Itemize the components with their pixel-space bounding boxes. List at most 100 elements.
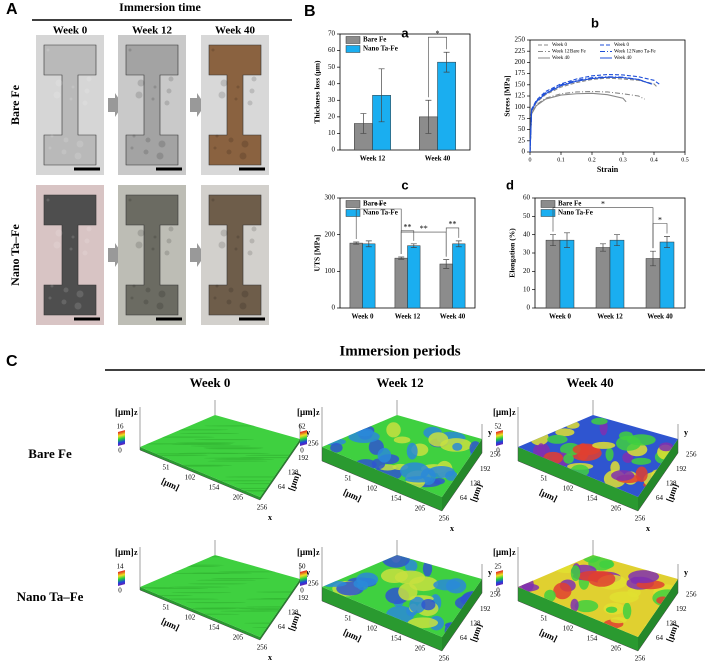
texture (381, 555, 410, 568)
legend-label: Week 40 (614, 56, 632, 61)
column-label: Week 12 (132, 25, 173, 37)
texture (76, 140, 84, 148)
column-label: Week 12 (376, 375, 423, 390)
y-tick-label: 20 (328, 112, 336, 120)
texture (565, 421, 580, 429)
x-axis-title: Strain (597, 165, 619, 174)
x-tick-label: 51 (541, 475, 549, 483)
texture (495, 606, 506, 618)
y-tick-label: 128 (666, 620, 677, 628)
colorbar (118, 570, 125, 586)
texture (168, 429, 229, 431)
texture (53, 241, 61, 249)
texture (46, 48, 50, 52)
y-tick-label: 25 (518, 136, 526, 144)
texture (260, 597, 300, 600)
y-tick-label: 128 (470, 620, 481, 628)
x-tick-label: 205 (611, 645, 622, 653)
texture (168, 76, 174, 82)
texture (135, 241, 143, 249)
texture (145, 137, 151, 143)
texture (55, 79, 63, 87)
plot-frame (339, 33, 471, 151)
annotation: * (601, 199, 605, 208)
texture (76, 290, 84, 298)
texture (164, 564, 225, 566)
surface-texture (140, 425, 300, 492)
x-tick-label: Week 12 (597, 313, 623, 321)
x-tick-label: 0.1 (557, 157, 565, 163)
texture (245, 454, 300, 456)
line (529, 76, 655, 153)
texture (53, 91, 61, 99)
texture (592, 441, 616, 449)
texture (151, 97, 155, 101)
axis-unit: [μm] (538, 627, 559, 644)
texture (48, 146, 52, 150)
texture (236, 235, 240, 239)
legend-label: Week 0 (614, 43, 630, 48)
y-tick-label: 250 (515, 36, 526, 44)
texture (213, 146, 217, 150)
texture (132, 134, 136, 138)
texture (46, 198, 50, 202)
texture (588, 571, 616, 587)
texture (236, 85, 240, 89)
surface-side (322, 447, 442, 511)
texture (130, 146, 134, 150)
x-tick-label: 205 (233, 634, 244, 642)
bar (407, 245, 421, 309)
z-tick-label: 0 (300, 587, 304, 595)
axis-name: y (306, 428, 310, 437)
error-bar (443, 259, 450, 269)
legend-label: Week 40 (552, 56, 570, 61)
texture (544, 589, 556, 602)
axis-name: x (450, 664, 454, 667)
texture (241, 140, 249, 148)
texture (207, 460, 268, 462)
texture (69, 97, 73, 101)
legend-swatch (345, 200, 361, 208)
texture (536, 443, 546, 459)
texture (215, 134, 219, 138)
y-tick-label: 256 (490, 451, 501, 459)
texture (71, 85, 75, 89)
texture (166, 238, 172, 244)
y-tick-label: 50 (328, 63, 336, 71)
y-tick-label: 192 (480, 605, 491, 613)
arrow (190, 243, 205, 267)
annotation: * (658, 215, 662, 224)
annotation: ** (449, 220, 457, 229)
y-tick-label: 0 (332, 304, 336, 312)
texture (63, 287, 69, 293)
texture (422, 561, 433, 577)
texture (128, 198, 132, 202)
texture (196, 579, 257, 581)
texture (356, 580, 369, 591)
annotation: ** (375, 201, 383, 210)
texture (221, 487, 282, 490)
texture (226, 299, 232, 305)
row-label: Bare Fe (8, 84, 22, 125)
surface-side (518, 447, 638, 511)
texture (166, 88, 172, 94)
axis-unit: [μm] (160, 476, 181, 493)
significance-bracket (428, 36, 447, 98)
y-tick-label: 128 (288, 469, 299, 477)
y-tick-label: 60 (328, 46, 336, 54)
y-tick-label: 0 (332, 146, 336, 154)
texture (547, 434, 568, 444)
axis-unit: [μm] (115, 407, 134, 417)
texture (239, 152, 247, 160)
y-tick-label: 100 (325, 267, 336, 275)
texture (82, 100, 88, 106)
y-tick-label: 64 (656, 494, 664, 502)
texture (179, 432, 240, 434)
texture (330, 442, 343, 453)
surface-side (638, 579, 678, 651)
texture (220, 79, 228, 87)
texture (147, 453, 208, 455)
texture (158, 598, 219, 600)
surface-side (260, 439, 300, 500)
legend-label: Bare Fe (558, 200, 581, 208)
